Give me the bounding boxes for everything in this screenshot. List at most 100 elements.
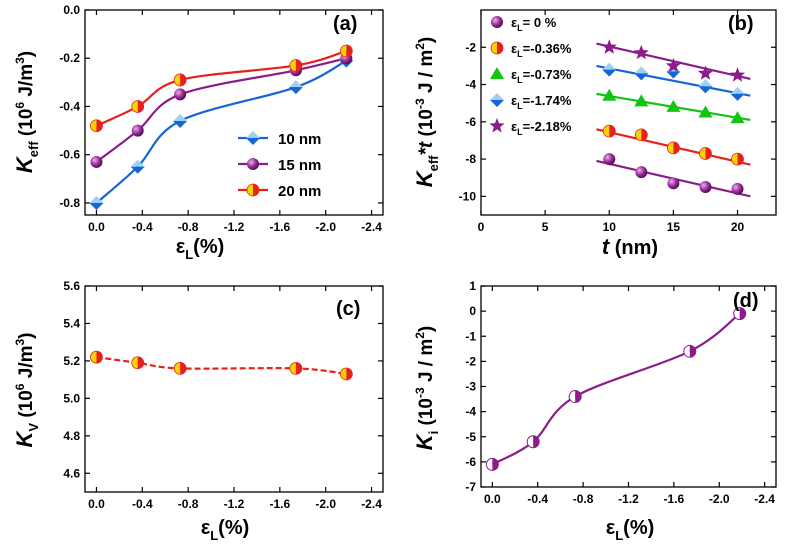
y-tick-label: -10 <box>459 189 477 203</box>
data-point <box>601 39 617 54</box>
panel-a-legend: 10 nm 15 nm 20 nm <box>238 131 321 200</box>
x-tick-label: -2.4 <box>361 497 382 511</box>
data-point <box>173 361 187 375</box>
y-tick-label: 4.6 <box>63 466 80 480</box>
x-tick-label: 0.0 <box>88 220 105 234</box>
legend-marker <box>246 183 260 197</box>
panel-d-xlabel: εL(%) <box>606 517 655 543</box>
x-tick-label: 10 <box>603 220 617 234</box>
x-tick-label: 0.0 <box>484 492 501 506</box>
data-point <box>131 124 144 137</box>
data-point <box>698 79 713 94</box>
data-point <box>634 128 648 142</box>
x-tick-label: -0.4 <box>132 497 153 511</box>
data-point <box>666 99 681 112</box>
panel-b-legend: εL= 0 % εL=-0.36% εL=-0.73% εL=-1.74% εL=-2.… <box>489 15 572 137</box>
data-point <box>90 119 103 133</box>
x-tick-label: 0 <box>478 220 485 234</box>
x-tick-label: 5 <box>542 220 549 234</box>
data-point <box>131 100 145 113</box>
legend-label: εL=-0.73% <box>511 67 572 85</box>
panel-a-marks <box>89 44 354 210</box>
x-tick-label: -2.0 <box>315 220 336 234</box>
panel-a: 0.0 -0.4 -0.8 -1.2 -1.6 -2.0 -2.4 0.0 -0.2 -0.4 -0… <box>12 3 384 262</box>
y-tick-label: -2 <box>465 40 476 54</box>
series-line <box>96 356 347 376</box>
data-point <box>89 195 104 210</box>
panel-d-ticks: 0.0 -0.4 -0.8 -1.2 -1.6 -2.0 -2.4 -7 -6 -5 -4 -3 -2 -… <box>465 279 776 506</box>
legend-marker <box>490 41 504 55</box>
y-tick-label: -1 <box>465 329 476 343</box>
data-point <box>602 88 617 101</box>
y-tick-label: -4 <box>465 405 476 419</box>
y-tick-label: -4 <box>465 78 476 92</box>
data-point <box>731 182 744 195</box>
panel-d-ylabel: Ki (10-3 J / m2) <box>412 326 441 451</box>
legend-label: εL=-1.74% <box>511 93 572 111</box>
panel-c-ticks: 0.0 -0.4 -0.8 -1.2 -1.6 -2.0 -2.4 4.6 4.8 5.0 5.2 5… <box>63 279 383 511</box>
data-point <box>174 88 187 101</box>
data-point <box>339 367 353 381</box>
data-point <box>130 159 145 174</box>
legend-marker <box>490 93 504 107</box>
panel-d-marks <box>485 307 747 471</box>
panel-a-ticks: 0.0 -0.4 -0.8 -1.2 -1.6 -2.0 -2.4 0.0 -0.2 -0.4 -0… <box>59 3 383 234</box>
panel-d-frame <box>480 285 777 488</box>
panel-a-label: (a) <box>333 13 357 35</box>
legend-label: 10 nm <box>278 131 321 148</box>
panel-c-marks <box>90 350 353 381</box>
panel-b-label: (b) <box>728 13 754 35</box>
data-point <box>173 113 188 128</box>
legend-label: 15 nm <box>278 157 321 174</box>
y-tick-label: 5.6 <box>63 279 80 293</box>
panel-b-ticks: 0 5 10 15 20 -10 -8 -6 -4 -2 <box>459 10 776 234</box>
y-tick-label: -5 <box>465 430 476 444</box>
panel-a-frame <box>84 9 384 216</box>
legend-marker <box>491 16 503 28</box>
y-tick-label: -0.4 <box>59 99 80 113</box>
data-point <box>289 361 303 375</box>
legend-marker <box>490 67 504 79</box>
legend-label: εL=-2.18% <box>511 119 572 137</box>
y-tick-label: 4.8 <box>63 429 80 443</box>
legend-marker <box>246 131 260 145</box>
x-tick-label: -1.6 <box>270 220 291 234</box>
legend-label: 20 nm <box>278 183 321 200</box>
legend-label: εL= 0 % <box>511 15 557 33</box>
data-point <box>729 67 746 82</box>
data-point <box>634 66 649 81</box>
x-tick-label: 0.0 <box>88 497 105 511</box>
panel-d: 0.0 -0.4 -0.8 -1.2 -1.6 -2.0 -2.4 -7 -6 -5 -4 -3 -2 -… <box>412 279 777 543</box>
x-tick-label: -0.8 <box>573 492 594 506</box>
x-tick-label: -2.0 <box>315 497 336 511</box>
panel-b-ylabel: Keff*t (10-3 J / m2) <box>412 37 441 188</box>
y-tick-label: -0.8 <box>59 196 80 210</box>
x-tick-label: -1.2 <box>618 492 639 506</box>
data-point <box>730 86 745 101</box>
data-point <box>683 344 697 358</box>
panel-c-xlabel: εL(%) <box>201 517 250 543</box>
y-tick-label: 0 <box>469 304 476 318</box>
x-tick-label: -1.2 <box>224 220 245 234</box>
y-tick-label: -6 <box>465 115 476 129</box>
data-point <box>131 356 145 370</box>
data-point <box>667 177 680 190</box>
y-tick-label: 5.4 <box>63 316 80 330</box>
panel-a-xlabel: εL(%) <box>176 236 225 262</box>
data-point <box>697 65 714 80</box>
data-point <box>288 80 303 95</box>
x-tick-label: -0.8 <box>178 220 199 234</box>
x-tick-label: 15 <box>667 220 681 234</box>
panel-d-label: (d) <box>733 290 759 312</box>
series-line <box>95 49 347 127</box>
panel-b-xlabel: t (nm) <box>602 234 658 259</box>
legend-marker <box>247 158 259 170</box>
x-tick-label: -1.2 <box>224 497 245 511</box>
x-tick-label: -0.4 <box>132 220 153 234</box>
panel-b-marks <box>601 39 746 195</box>
y-tick-label: -8 <box>465 152 476 166</box>
data-point <box>665 57 681 73</box>
legend-label: εL=-0.36% <box>511 41 572 59</box>
panel-c-ylabel: KV (106 J/m3) <box>12 332 41 447</box>
